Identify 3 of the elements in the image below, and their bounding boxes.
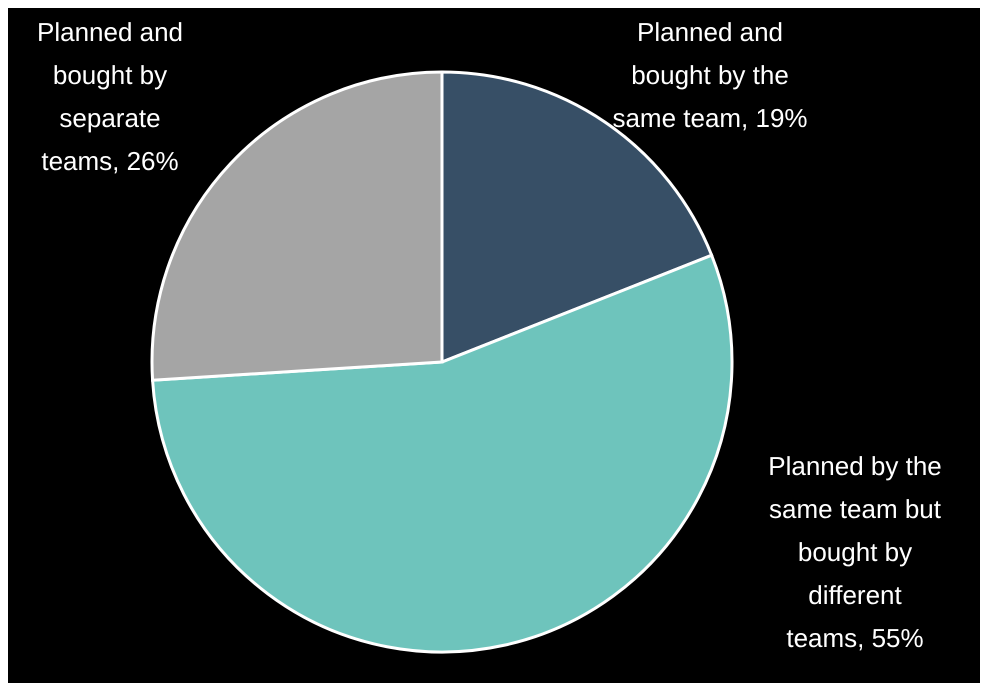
slice-label: Planned and bought by separate teams, 26% [36, 17, 184, 176]
slice-label: Planned by the same team but bought by different teams, 55% [768, 451, 942, 653]
slice-label: Planned and bought by the same team, 19% [612, 17, 808, 133]
